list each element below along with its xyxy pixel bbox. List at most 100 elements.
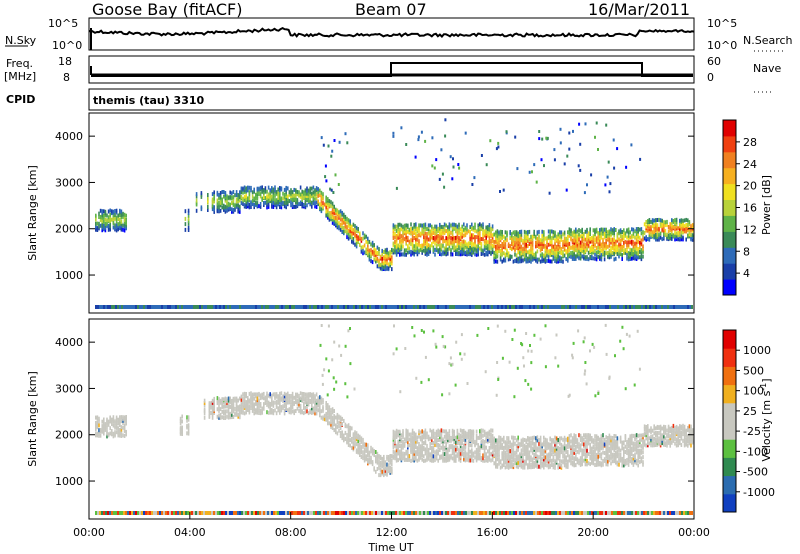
heatmap-cell bbox=[363, 305, 365, 309]
heatmap-cell bbox=[221, 415, 223, 420]
heatmap-cell bbox=[224, 194, 227, 199]
heatmap-cell bbox=[523, 249, 526, 254]
cpid-frame bbox=[88, 88, 695, 111]
heatmap-cell bbox=[537, 305, 539, 309]
heatmap-cell bbox=[608, 231, 611, 236]
heatmap-cell bbox=[570, 254, 572, 259]
heatmap-cell bbox=[448, 239, 451, 244]
heatmap-cell bbox=[551, 444, 553, 449]
heatmap-cell bbox=[330, 200, 332, 205]
heatmap-cell bbox=[375, 252, 377, 257]
heatmap-cell bbox=[632, 227, 635, 232]
heatmap-cell bbox=[523, 234, 526, 239]
heatmap-cell bbox=[411, 452, 414, 457]
heatmap-cell bbox=[557, 446, 559, 450]
heatmap-cell bbox=[303, 402, 305, 406]
heatmap-cell bbox=[488, 225, 491, 230]
heatmap-cell bbox=[576, 229, 579, 234]
heatmap-cell bbox=[469, 458, 471, 463]
heatmap-cell bbox=[421, 457, 423, 462]
heatmap-cell bbox=[296, 200, 299, 205]
heatmap-cell bbox=[605, 238, 607, 243]
heatmap-cell bbox=[411, 431, 414, 436]
heatmap-cell bbox=[512, 454, 515, 459]
heatmap-cell bbox=[291, 396, 294, 401]
heatmap-cell bbox=[471, 250, 473, 255]
heatmap-cell bbox=[523, 443, 526, 448]
heatmap-cell bbox=[458, 246, 460, 251]
heatmap-cell bbox=[613, 305, 615, 309]
heatmap-cell bbox=[583, 248, 585, 253]
heatmap-cell bbox=[578, 246, 580, 251]
heatmap-cell bbox=[259, 393, 262, 398]
heatmap-cell bbox=[411, 238, 414, 243]
heatmap-cell bbox=[552, 458, 555, 463]
heatmap-cell bbox=[226, 199, 228, 204]
heatmap-cell bbox=[275, 305, 277, 309]
heatmap-cell bbox=[619, 248, 622, 253]
heatmap-cell bbox=[504, 440, 507, 445]
heatmap-cell bbox=[637, 247, 639, 252]
heatmap-cell bbox=[485, 458, 487, 463]
heatmap-cell bbox=[469, 305, 471, 309]
heatmap-cell bbox=[395, 224, 398, 229]
heatmap-cell bbox=[195, 208, 198, 213]
heatmap-cell bbox=[525, 454, 527, 459]
heatmap-cell bbox=[213, 396, 215, 401]
heatmap-cell bbox=[137, 305, 139, 309]
heatmap-cell bbox=[114, 419, 116, 424]
heatmap-cell bbox=[496, 240, 499, 244]
heatmap-cell bbox=[362, 437, 364, 442]
heatmap-cell bbox=[330, 424, 332, 429]
heatmap-cell bbox=[477, 450, 479, 455]
heatmap-cell bbox=[560, 251, 563, 256]
heatmap-cell bbox=[613, 166, 616, 170]
heatmap-cell bbox=[403, 252, 406, 257]
heatmap-cell bbox=[290, 190, 292, 195]
heatmap-cell bbox=[453, 458, 455, 463]
heatmap-cell bbox=[469, 245, 471, 250]
heatmap-cell bbox=[443, 239, 446, 244]
heatmap-cell bbox=[466, 223, 468, 228]
heatmap-cell bbox=[397, 235, 399, 240]
heatmap-cell bbox=[119, 415, 121, 420]
heatmap-cell bbox=[599, 255, 601, 260]
heatmap-cell bbox=[304, 392, 307, 397]
heatmap-cell bbox=[419, 444, 422, 449]
colorbar-swatch bbox=[723, 215, 736, 232]
heatmap-cell bbox=[453, 305, 455, 309]
colorbar-swatch bbox=[723, 135, 736, 153]
heatmap-cell bbox=[531, 170, 533, 174]
heatmap-cell bbox=[520, 244, 523, 249]
heatmap-cell bbox=[599, 234, 601, 239]
heatmap-cell bbox=[394, 437, 396, 442]
heatmap-cell bbox=[175, 305, 177, 309]
heatmap-cell bbox=[511, 442, 513, 447]
heatmap-cell bbox=[120, 213, 123, 217]
heatmap-cell bbox=[458, 166, 461, 170]
heatmap-cell bbox=[435, 429, 438, 434]
heatmap-cell bbox=[483, 247, 486, 252]
heatmap-cell bbox=[469, 235, 471, 240]
heatmap-cell bbox=[528, 257, 531, 262]
heatmap-cell bbox=[349, 429, 351, 434]
heatmap-cell bbox=[682, 218, 684, 223]
heatmap-cell bbox=[522, 445, 524, 449]
heatmap-cell bbox=[434, 224, 436, 229]
heatmap-cell bbox=[520, 235, 523, 240]
heatmap-cell bbox=[259, 396, 262, 401]
heatmap-cell bbox=[205, 305, 207, 309]
heatmap-cell bbox=[235, 199, 238, 204]
heatmap-cell bbox=[488, 243, 491, 248]
heatmap-cell bbox=[635, 257, 638, 261]
heatmap-cell bbox=[322, 204, 324, 209]
heatmap-cell bbox=[193, 305, 195, 309]
heatmap-cell bbox=[480, 428, 483, 433]
heatmap-cell bbox=[615, 248, 617, 253]
heatmap-cell bbox=[538, 130, 541, 133]
heatmap-cell bbox=[509, 244, 511, 249]
heatmap-cell bbox=[328, 213, 331, 218]
heatmap-cell bbox=[482, 233, 484, 238]
heatmap-cell bbox=[239, 413, 241, 418]
heatmap-cell bbox=[391, 261, 393, 266]
